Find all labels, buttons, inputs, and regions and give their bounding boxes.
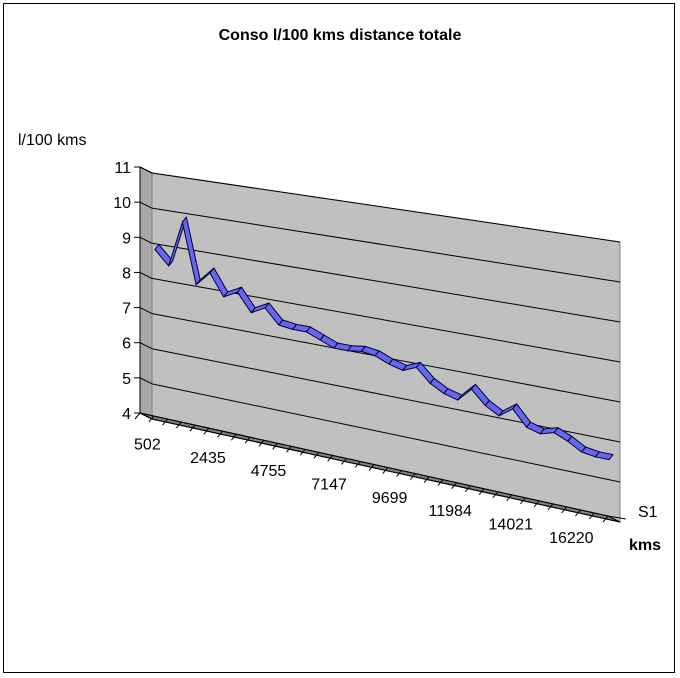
x-tick-mark xyxy=(230,433,237,441)
gridline xyxy=(151,418,621,523)
x-tick-mark xyxy=(520,497,526,505)
side-gridline xyxy=(139,342,153,350)
gridline xyxy=(151,348,621,443)
y-tick-label: 4 xyxy=(122,406,131,423)
y-tick-label: 7 xyxy=(122,301,131,318)
gridline xyxy=(151,242,621,323)
x-tick-mark xyxy=(575,509,581,517)
x-tick-mark xyxy=(203,427,210,435)
x-tick-mark xyxy=(396,470,402,477)
x-tick-mark xyxy=(134,412,141,420)
y-tick-label: 11 xyxy=(114,160,131,177)
x-tick-mark xyxy=(602,515,609,523)
x-tick-mark xyxy=(478,488,485,496)
x-tick-mark xyxy=(354,461,361,468)
x-tick-label: 9699 xyxy=(372,490,408,507)
x-tick-mark xyxy=(313,452,320,459)
x-tick-mark xyxy=(464,485,471,493)
x-tick-label: 14021 xyxy=(489,516,534,533)
gridline xyxy=(151,172,621,243)
x-tick-mark xyxy=(286,446,292,453)
depth-axis-line xyxy=(607,515,627,520)
y-tick-label: 10 xyxy=(113,195,131,212)
side-gridline xyxy=(139,201,153,209)
plot-area xyxy=(134,166,627,523)
x-tick-mark xyxy=(451,482,457,489)
x-tick-mark xyxy=(258,439,265,447)
gridline xyxy=(151,383,621,483)
side-gridline xyxy=(139,412,153,420)
x-tick-mark xyxy=(588,512,595,520)
x-tick-mark xyxy=(547,503,554,511)
series-line-layer xyxy=(154,216,614,461)
y-tick-label: 5 xyxy=(122,371,131,388)
x-tick-label: 502 xyxy=(134,437,161,454)
x-tick-mark xyxy=(162,418,168,426)
y-tick-label: 9 xyxy=(122,230,131,247)
side-gridline xyxy=(139,307,153,315)
side-gridline xyxy=(139,166,153,174)
y-axis-title: l/100 kms xyxy=(18,132,86,149)
x-tick-mark xyxy=(506,494,513,502)
x-tick-mark xyxy=(533,500,540,508)
x-tick-mark xyxy=(382,467,389,474)
x-tick-mark xyxy=(341,458,347,465)
x-tick-mark xyxy=(272,442,279,450)
x-tick-mark xyxy=(189,424,196,432)
y-tick-label: 6 xyxy=(122,336,131,353)
tick-label-layer: 4 5 6 7 8 9 10 11 502 2435 4755 7147 9699 11984 14021 1… xyxy=(113,160,593,547)
x-tick-mark xyxy=(409,473,416,480)
x-tick-mark xyxy=(561,506,568,514)
side-gridline xyxy=(139,271,153,279)
x-tick-mark xyxy=(327,455,334,462)
x-tick-label: 16220 xyxy=(549,530,594,547)
series-segment xyxy=(594,451,614,461)
depth-axis-label: S1 xyxy=(638,504,658,521)
y-tick-label: 8 xyxy=(122,265,131,282)
x-tick-mark xyxy=(423,476,430,483)
x-tick-label: 4755 xyxy=(251,463,287,480)
x-tick-label: 2435 xyxy=(190,450,226,467)
x-tick-mark xyxy=(492,491,499,499)
x-axis-title: kms xyxy=(629,537,661,554)
x-tick-label: 11984 xyxy=(429,503,472,520)
gridline xyxy=(151,207,621,283)
x-tick-mark xyxy=(217,430,223,438)
x-tick-label: 7147 xyxy=(311,477,347,494)
x-tick-mark xyxy=(368,464,375,471)
x-tick-mark xyxy=(148,415,155,423)
x-tick-mark xyxy=(437,479,444,486)
x-tick-mark xyxy=(244,436,251,444)
side-gridline xyxy=(139,236,153,244)
x-tick-mark xyxy=(299,449,306,456)
side-gridline xyxy=(139,377,153,385)
x-tick-mark xyxy=(175,421,182,429)
chart-title: Conso l/100 kms distance totale xyxy=(219,27,462,44)
